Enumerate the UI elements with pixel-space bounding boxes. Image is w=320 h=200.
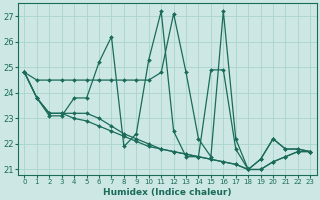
X-axis label: Humidex (Indice chaleur): Humidex (Indice chaleur) xyxy=(103,188,232,197)
